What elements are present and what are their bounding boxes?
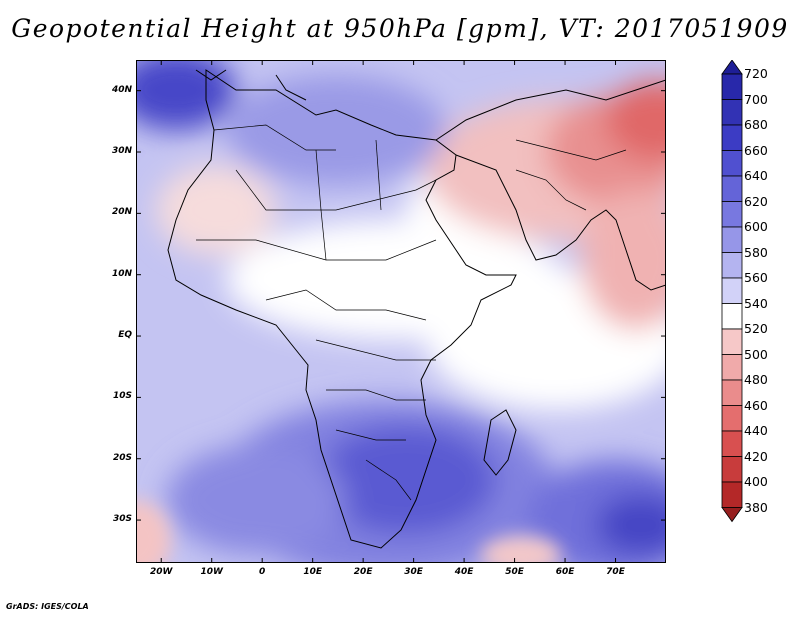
colorbar-level-label: 540 — [744, 295, 768, 311]
iberia-coast — [195, 69, 227, 81]
lon-tick-label: 0 — [259, 567, 266, 577]
colorbar-box — [721, 73, 743, 100]
colorbar-box — [721, 277, 743, 304]
border-maghreb — [213, 124, 336, 151]
lon-tick-label: 30E — [404, 567, 423, 577]
credit-text: GrADS: IGES/COLA — [6, 602, 89, 611]
border-sahara — [235, 169, 437, 211]
lat-tick-label: 30S — [112, 514, 132, 525]
lon-tick-label: 70E — [606, 567, 625, 577]
axis-ticks — [136, 60, 666, 563]
colorbar-box — [721, 354, 743, 381]
border-congo — [315, 339, 436, 361]
colorbar-level-label: 380 — [744, 499, 768, 515]
field-low-india — [581, 190, 666, 330]
colorbar-box — [721, 124, 743, 151]
colorbar-box — [721, 99, 743, 126]
colorbar-level-label: 500 — [744, 346, 768, 362]
field-high-core — [316, 425, 496, 535]
border-sahel — [196, 239, 437, 261]
field-low-sahara — [156, 165, 276, 255]
colorbar-box — [721, 430, 743, 457]
border-egypt — [375, 139, 382, 211]
lon-tick-label: 60E — [555, 567, 575, 577]
border-libya — [315, 149, 327, 261]
height-field — [136, 60, 666, 563]
border-angola — [326, 389, 426, 401]
colorbar-level-label: 580 — [744, 244, 768, 260]
field-high-atlantic — [136, 60, 236, 130]
colorbar-extend-top — [721, 60, 743, 75]
colorbar-level-label: 720 — [744, 66, 768, 81]
border-gulf-guinea — [265, 289, 427, 321]
field-high-south-atlantic — [166, 445, 346, 555]
colorbar-level-label: 660 — [744, 142, 768, 158]
colorbar-box — [721, 150, 743, 177]
map-canvas — [136, 60, 666, 563]
colorbar-level-label: 420 — [744, 448, 768, 464]
border-south-africa — [365, 459, 412, 501]
italy-coast — [275, 74, 307, 101]
colorbar — [721, 60, 743, 523]
madagascar-coast — [483, 409, 517, 476]
lon-tick-label: 40E — [454, 567, 474, 577]
arabia-coast — [455, 154, 666, 291]
lon-tick-label: 20E — [353, 567, 373, 577]
colorbar-box — [721, 328, 743, 355]
colorbar-box — [721, 252, 743, 279]
border-iran — [515, 139, 627, 161]
colorbar-box — [721, 379, 743, 406]
field-low-south-atlantic — [136, 500, 171, 563]
lat-tick-label: 10N — [111, 268, 132, 279]
lon-tick-label: 20W — [150, 567, 173, 577]
colorbar-level-label: 560 — [744, 270, 768, 285]
lon-tick-label: 50E — [505, 567, 524, 577]
lat-tick-label: EQ — [118, 330, 132, 341]
colorbar-extend-bottom — [721, 507, 743, 523]
field-low-pakistan — [606, 80, 666, 160]
colorbar-level-label: 700 — [744, 91, 768, 107]
lat-tick-label: 10S — [112, 391, 132, 402]
lat-tick-label: 40N — [111, 84, 132, 95]
colorbar-level-label: 620 — [744, 193, 768, 209]
field-high-mediterranean — [226, 75, 446, 185]
country-borders — [196, 124, 627, 501]
africa-coast — [167, 69, 517, 549]
asia-coast — [435, 79, 666, 141]
colorbar-level-label: 680 — [744, 117, 768, 132]
map-plot-area — [136, 60, 666, 563]
chart-title: Geopotential Height at 950hPa [gpm], VT:… — [11, 14, 789, 43]
coastlines — [167, 69, 666, 549]
field-high-indian-core — [596, 495, 666, 555]
field-low-south-indian — [481, 537, 561, 563]
colorbar-box — [721, 201, 743, 228]
lat-tick-label: 20N — [111, 207, 132, 218]
colorbar-level-label: 600 — [744, 219, 768, 234]
border-namibia — [335, 429, 406, 441]
colorbar-level-label: 640 — [744, 168, 768, 183]
colorbar-box — [721, 405, 743, 432]
lat-tick-label: 30N — [111, 146, 132, 156]
colorbar-box — [721, 175, 743, 202]
lon-tick-label: 10W — [200, 567, 223, 577]
colorbar-boxes — [721, 60, 743, 523]
border-saudi — [515, 169, 587, 211]
colorbar-level-label: 460 — [744, 397, 768, 413]
height-field-details — [136, 500, 561, 563]
colorbar-box — [721, 226, 743, 253]
colorbar-level-label: 440 — [744, 423, 768, 438]
colorbar-box — [721, 456, 743, 483]
colorbar-box — [721, 303, 743, 330]
plot-frame — [136, 60, 666, 563]
colorbar-level-label: 520 — [744, 321, 768, 336]
colorbar-level-label: 400 — [744, 474, 768, 489]
colorbar-level-label: 480 — [744, 372, 768, 387]
lon-tick-label: 10E — [303, 567, 322, 577]
colorbar-box — [721, 481, 743, 508]
lat-tick-label: 20S — [112, 452, 132, 463]
